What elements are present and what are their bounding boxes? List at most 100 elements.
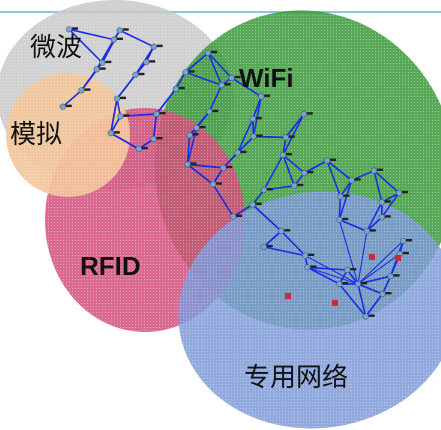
network-node [113, 95, 126, 102]
network-link [68, 28, 115, 41]
network-link [282, 113, 305, 156]
router-tag [226, 165, 233, 169]
router-tag [116, 37, 123, 40]
network-link [326, 160, 342, 197]
router-tag [286, 153, 292, 156]
router-tag [266, 188, 273, 191]
network-link [304, 159, 328, 174]
network-node [209, 181, 222, 188]
network-node [153, 110, 166, 118]
router-tag [255, 202, 262, 205]
network-link [236, 118, 254, 154]
network-link [119, 29, 155, 48]
network-link [373, 170, 383, 203]
router-tag [149, 60, 156, 63]
network-link [357, 283, 383, 295]
network-node [93, 66, 106, 73]
router-tag [211, 50, 218, 54]
network-link [326, 159, 353, 181]
network-node [182, 69, 195, 76]
network-node [220, 164, 233, 171]
network-node [336, 280, 349, 288]
router-tag [156, 137, 163, 140]
network-node [193, 124, 206, 131]
network-node [150, 43, 163, 50]
network-node [260, 243, 273, 250]
network-node [135, 145, 148, 152]
network-link [152, 113, 158, 140]
network-link [175, 71, 187, 90]
router-tag [384, 215, 391, 218]
network-node [278, 228, 291, 235]
router-tag [297, 183, 304, 187]
network-link [381, 192, 400, 204]
router-tag [288, 135, 295, 138]
network-node [378, 199, 391, 206]
network-link [307, 266, 340, 285]
network-node [249, 115, 262, 122]
router-tag [72, 27, 79, 30]
network-node [336, 216, 349, 223]
network-node [301, 169, 314, 177]
network-link [338, 283, 367, 318]
router-tag [120, 96, 126, 100]
network-node [304, 264, 317, 271]
router-tag [178, 86, 185, 90]
network-node [65, 26, 79, 33]
router-tag [342, 282, 349, 285]
network-link [95, 39, 115, 70]
router-tag [84, 88, 91, 91]
network-link [357, 283, 367, 317]
router-tag [307, 171, 314, 174]
router-tag [190, 162, 197, 165]
network-node [218, 81, 231, 89]
network-link [263, 230, 282, 248]
network-link [338, 219, 368, 232]
network-link [304, 255, 359, 285]
network-node [150, 135, 163, 143]
router-tag [138, 72, 145, 76]
router-tag [141, 146, 148, 150]
router-tag [342, 217, 349, 221]
router-tag [377, 168, 383, 171]
alert-node [395, 255, 401, 261]
network-link [110, 98, 118, 134]
network-node [370, 167, 383, 174]
network-node [116, 27, 129, 34]
network-node [302, 252, 315, 259]
network-link [357, 240, 404, 285]
network-link [184, 52, 209, 73]
network-link [237, 135, 255, 154]
network-link [185, 71, 222, 86]
router-tag [192, 133, 199, 136]
router-tag [122, 28, 129, 31]
network-node [379, 290, 392, 298]
router-tag [234, 75, 241, 79]
router-tag [402, 190, 409, 194]
network-link [207, 52, 223, 86]
router-tag [393, 274, 400, 277]
network-link [263, 246, 306, 257]
network-node [99, 59, 112, 66]
network-link [338, 196, 342, 220]
network-node [258, 93, 271, 100]
router-tag [99, 67, 106, 70]
network-node [337, 193, 350, 200]
label-wifi: WiFi [239, 63, 294, 93]
network-link [366, 216, 383, 232]
router-tag [188, 70, 195, 73]
router-tag [368, 314, 375, 317]
router-tag [310, 265, 317, 268]
network-link [338, 180, 353, 221]
router-tag [361, 282, 367, 285]
network-link [110, 115, 122, 134]
router-tag [354, 178, 361, 181]
network-node [250, 133, 263, 140]
network-node [132, 71, 145, 78]
network-link [231, 77, 262, 98]
network-link [208, 84, 223, 113]
network-link [68, 28, 103, 64]
network-link [212, 183, 234, 218]
router-tag [369, 229, 376, 232]
